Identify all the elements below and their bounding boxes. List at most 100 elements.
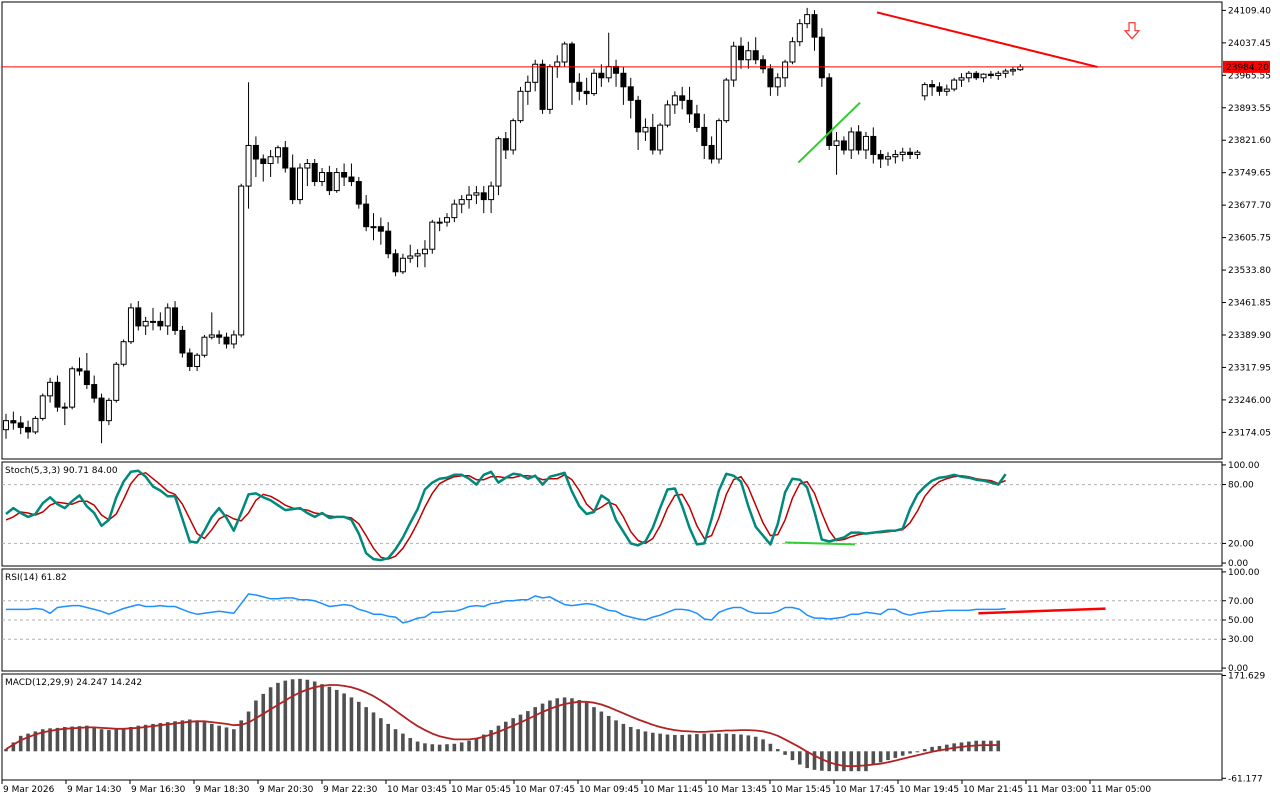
- bull-candle-body: [546, 66, 553, 110]
- macd-histogram-bar: [864, 751, 868, 772]
- time-tick-label: 10 Mar 15:45: [771, 785, 831, 795]
- macd-header: MACD(12,29,9) 24.247 14.242: [5, 678, 142, 688]
- candle: [524, 75, 531, 105]
- rsi-panel[interactable]: RSI(14) 61.82 100.00 70.00 50.00 30.00 0.00: [2, 568, 1260, 674]
- macd-histogram-bar: [900, 751, 905, 756]
- macd-histogram-bar: [268, 687, 273, 752]
- macd-histogram-bar: [504, 721, 508, 752]
- candle: [1017, 64, 1024, 72]
- bull-candle-body: [297, 167, 303, 201]
- stochastic-header: Stoch(5,3,3) 90.71 84.00: [5, 466, 118, 476]
- macd-tick-label: 171.629: [1228, 671, 1265, 681]
- red-trendline[interactable]: [876, 11, 1098, 68]
- bear-candle-body: [760, 59, 767, 70]
- candle: [774, 73, 781, 96]
- macd-tick-label: -61.177: [1228, 774, 1263, 784]
- bull-candle-body: [796, 23, 803, 43]
- price-tick-label: 23533.80: [1228, 266, 1271, 276]
- candle: [304, 158, 311, 187]
- macd-histogram-bar: [364, 707, 368, 752]
- bull-candle-body: [958, 77, 965, 81]
- candle: [407, 244, 414, 263]
- macd-histogram-bar: [408, 738, 413, 752]
- time-tick-label: 9 Mar 18:30: [195, 785, 250, 795]
- time-axis: 9 Mar 2026 9 Mar 14:30 9 Mar 16:30 9 Mar 18…: [1, 780, 1151, 795]
- bear-candle-body: [708, 144, 715, 160]
- candle: [135, 301, 142, 331]
- candle: [987, 71, 994, 79]
- candle: [546, 64, 553, 114]
- macd-histogram-bar: [812, 751, 817, 770]
- bear-candle-body: [252, 144, 259, 160]
- time-tick-label: 10 Mar 19:45: [899, 785, 959, 795]
- bull-candle-body: [664, 104, 671, 126]
- bull-candle-body: [32, 417, 39, 433]
- macd-histogram-bar: [379, 718, 383, 752]
- candle: [466, 186, 473, 209]
- macd-histogram-bar: [349, 697, 354, 752]
- bull-candle-body: [914, 151, 921, 155]
- bear-candle-body: [752, 50, 759, 61]
- macd-histogram-bar: [540, 703, 545, 752]
- time-tick-label: 10 Mar 03:45: [387, 785, 447, 795]
- candle: [818, 28, 825, 87]
- rsi-red-trendline[interactable]: [978, 607, 1106, 615]
- macd-histogram-bar: [922, 749, 927, 752]
- candle: [385, 222, 392, 259]
- bear-candle-body: [855, 131, 862, 151]
- bear-candle-body: [693, 113, 700, 128]
- bull-candle-body: [862, 135, 869, 151]
- candle: [142, 316, 149, 335]
- candle: [348, 163, 355, 187]
- candle: [899, 147, 906, 162]
- candle: [591, 68, 597, 96]
- stochastic-panel[interactable]: Stoch(5,3,3) 90.71 84.00 100.00 80.00 20.0…: [2, 461, 1260, 569]
- candle: [840, 136, 847, 155]
- bull-candle-body: [47, 381, 54, 397]
- stoch-tick-label: 100.00: [1228, 461, 1260, 471]
- macd-histogram-bar: [70, 726, 74, 752]
- candle: [311, 158, 318, 187]
- macd-histogram-bar: [856, 751, 861, 772]
- macd-histogram-bar: [945, 744, 949, 752]
- bear-candle-body: [135, 307, 142, 327]
- stoch-green-trendline[interactable]: [785, 541, 855, 546]
- macd-panel[interactable]: MACD(12,29,9) 24.247 14.242 171.629 -61.1…: [4, 671, 1265, 784]
- candle: [333, 168, 340, 193]
- bear-candle-body: [179, 329, 186, 354]
- stoch-tick-label: 0.00: [1228, 559, 1248, 569]
- macd-histogram-bar: [665, 734, 670, 752]
- candle: [620, 66, 627, 105]
- macd-histogram-bar: [790, 751, 795, 761]
- candle: [201, 334, 208, 358]
- candle: [172, 301, 179, 335]
- macd-histogram-bar: [709, 733, 714, 752]
- macd-histogram-bar: [254, 700, 258, 752]
- bear-candle-body: [348, 176, 355, 183]
- bear-candle-body: [870, 135, 877, 155]
- bear-candle-body: [260, 158, 267, 165]
- macd-histogram-bar: [437, 744, 442, 752]
- macd-histogram-bar: [643, 731, 648, 752]
- bear-candle-body: [289, 167, 296, 201]
- candle: [297, 163, 303, 205]
- macd-histogram-bar: [526, 711, 530, 752]
- macd-histogram-bar: [334, 689, 339, 752]
- price-panel[interactable]: 24109.40 24037.45 23965.55 23893.55 23821.60…: [2, 6, 1271, 444]
- price-axis: 24109.40 24037.45 23965.55 23893.55 23821.60…: [1222, 6, 1271, 438]
- bull-candle-body: [510, 120, 517, 151]
- time-tick-label: 10 Mar 11:45: [643, 785, 703, 795]
- macd-histogram-bar: [445, 744, 449, 752]
- candle: [252, 136, 259, 178]
- bear-candle-body: [583, 90, 590, 95]
- macd-histogram-bar: [628, 727, 633, 752]
- bear-candle-body: [282, 147, 289, 169]
- macd-histogram-bar: [342, 693, 346, 752]
- macd-histogram-bar: [246, 711, 251, 752]
- macd-histogram-bar: [746, 735, 751, 752]
- macd-histogram-bar: [423, 743, 427, 752]
- green-trendline[interactable]: [797, 101, 861, 164]
- macd-histogram-bar: [481, 734, 486, 752]
- bull-candle-body: [61, 406, 68, 409]
